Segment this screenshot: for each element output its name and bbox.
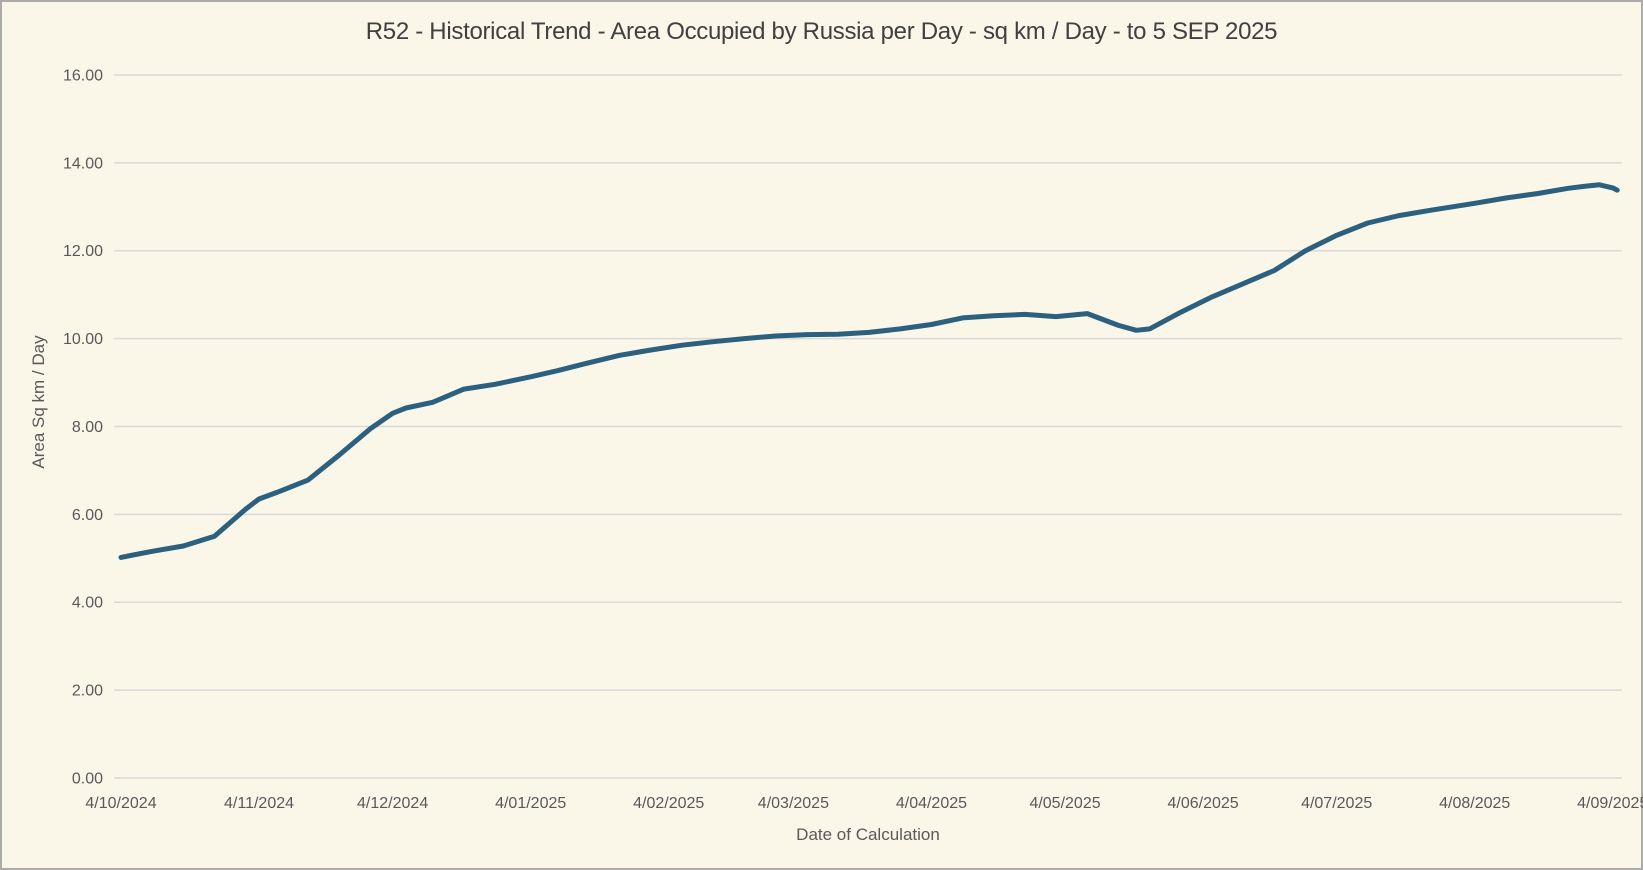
y-tick-label: 0.00 bbox=[72, 771, 103, 788]
x-tick-label: 4/02/2025 bbox=[633, 795, 704, 812]
y-tick-label: 16.00 bbox=[63, 67, 103, 84]
y-tick-label: 10.00 bbox=[63, 331, 103, 348]
x-tick-label: 4/09/2025 bbox=[1577, 795, 1643, 812]
y-tick-label: 4.00 bbox=[72, 595, 103, 612]
x-tick-label: 4/12/2024 bbox=[357, 795, 428, 812]
x-tick-label: 4/03/2025 bbox=[758, 795, 829, 812]
y-axis-title: Area Sq km / Day bbox=[29, 335, 48, 469]
chart-title: R52 - Historical Trend - Area Occupied b… bbox=[365, 18, 1278, 45]
x-tick-label: 4/08/2025 bbox=[1439, 795, 1510, 812]
x-tick-label: 4/05/2025 bbox=[1029, 795, 1100, 812]
x-tick-label: 4/01/2025 bbox=[495, 795, 566, 812]
y-tick-label: 14.00 bbox=[63, 155, 103, 172]
x-axis-title: Date of Calculation bbox=[796, 825, 940, 844]
gridlines bbox=[114, 74, 1622, 779]
y-tick-label: 12.00 bbox=[63, 243, 103, 260]
x-tick-label: 4/04/2025 bbox=[896, 795, 967, 812]
x-tick-label: 4/10/2024 bbox=[85, 795, 156, 812]
x-tick-label: 4/07/2025 bbox=[1301, 795, 1372, 812]
y-axis-tick-labels: 0.00 2.00 4.00 6.00 8.00 10.00 12.00 14.00 16.00 bbox=[63, 67, 103, 787]
y-tick-label: 8.00 bbox=[72, 419, 103, 436]
x-tick-label: 4/11/2024 bbox=[224, 795, 294, 812]
x-axis-tick-labels: 4/10/2024 4/11/2024 4/12/2024 4/01/2025 4/02… bbox=[85, 795, 1643, 812]
y-tick-label: 2.00 bbox=[72, 683, 103, 700]
y-tick-label: 6.00 bbox=[72, 507, 103, 524]
trend-line bbox=[118, 182, 1620, 560]
x-tick-label: 4/06/2025 bbox=[1167, 795, 1238, 812]
